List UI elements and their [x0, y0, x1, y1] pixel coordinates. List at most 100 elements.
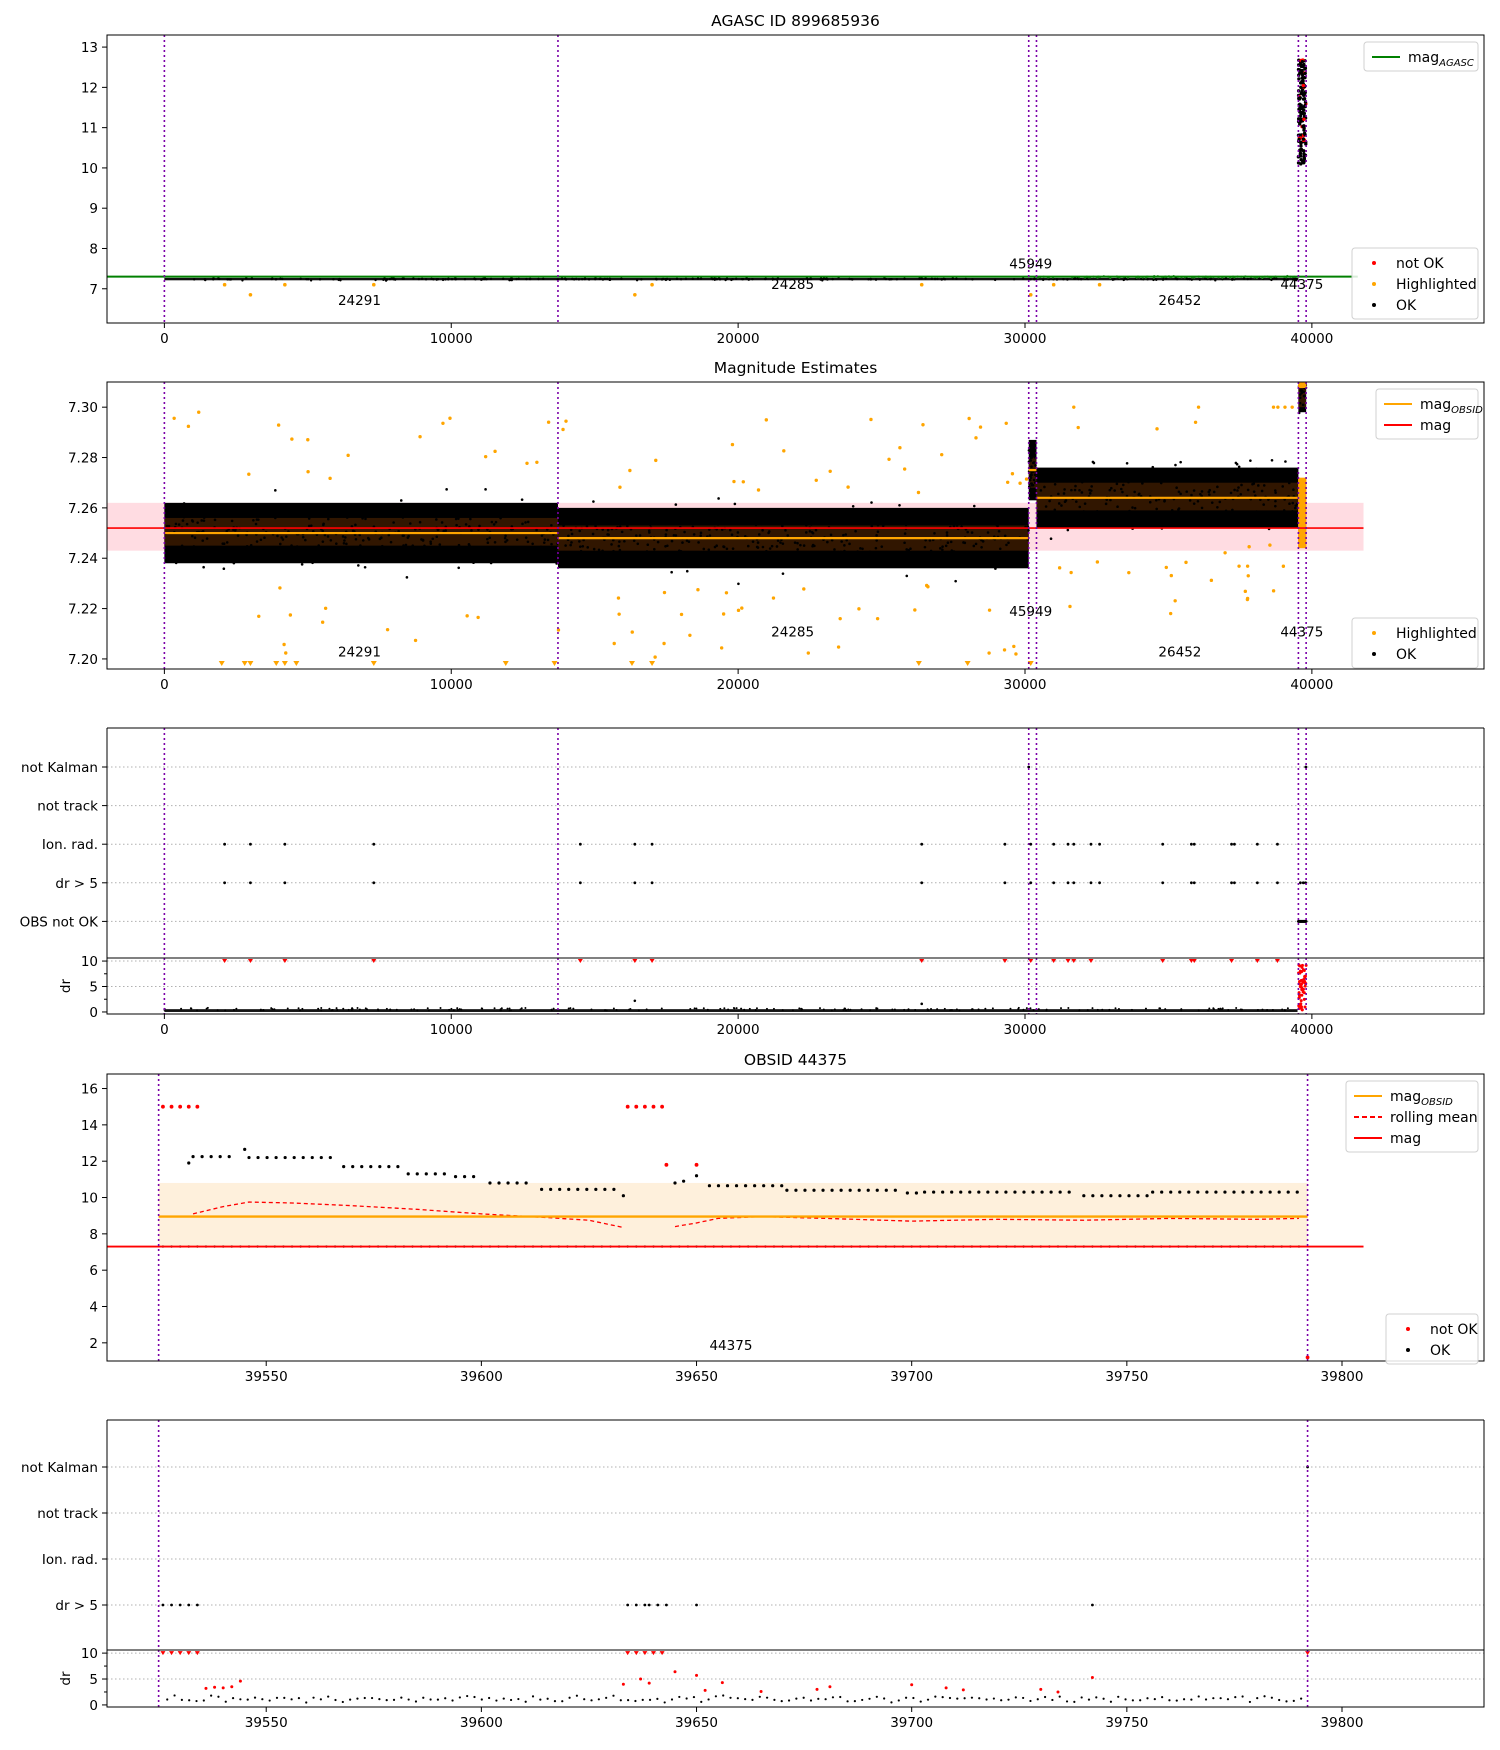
dr-clipped-marker — [632, 959, 638, 964]
ok-point — [716, 1184, 721, 1188]
ok-point — [867, 278, 870, 281]
ok-point — [1253, 494, 1257, 497]
highlighted-clipped-marker — [551, 661, 558, 666]
ok-point — [1057, 502, 1061, 505]
highlighted-point — [1281, 564, 1286, 568]
ok-point — [1192, 489, 1196, 492]
ok-point — [222, 567, 226, 571]
ok-point — [1299, 85, 1303, 89]
ok-point — [535, 528, 538, 532]
ok-point — [530, 553, 533, 556]
ok-point — [1297, 77, 1301, 81]
ok-point — [1302, 97, 1307, 101]
highlighted-point — [248, 293, 253, 297]
ok-point — [1301, 363, 1304, 366]
legend-label: OK — [1396, 298, 1417, 314]
dr-ok-point — [210, 1694, 213, 1697]
dr-ok-point — [735, 1007, 738, 1010]
dr-ok-point — [733, 1007, 736, 1010]
ok-point — [539, 545, 543, 549]
ok-point — [177, 523, 181, 526]
highlighted-clipped-marker — [241, 661, 248, 666]
ok-point — [1060, 504, 1063, 507]
y-tick-label: 11 — [81, 121, 98, 137]
ok-point — [489, 277, 493, 281]
dr-ok-point — [328, 1007, 331, 1010]
ok-point — [505, 557, 508, 560]
dr-ok-point — [860, 1008, 863, 1011]
ok-point — [901, 553, 905, 556]
dr-ok-point — [605, 1696, 608, 1699]
dr-ok-point — [1292, 1699, 1295, 1702]
dr-ok-point — [416, 1009, 419, 1012]
dr-clipped-marker — [1028, 959, 1034, 964]
ok-point — [1299, 389, 1303, 392]
ok-point — [471, 548, 474, 551]
dr-ok-point — [612, 1007, 615, 1010]
ok-point — [241, 279, 244, 282]
dr-clipped-marker — [649, 959, 655, 964]
dr-not-ok-point — [1090, 1675, 1094, 1679]
ok-point — [278, 514, 282, 518]
ok-point — [1066, 278, 1069, 281]
ok-point — [699, 277, 703, 280]
dr-clipped-marker — [1071, 959, 1077, 964]
highlighted-point — [535, 460, 539, 464]
dr-ok-point — [312, 1696, 315, 1699]
ok-point — [1062, 492, 1066, 495]
dr-ok-point — [956, 1697, 959, 1700]
ok-point — [174, 522, 178, 526]
flag-event-point — [1161, 842, 1165, 846]
dr-ok-point — [572, 1007, 575, 1010]
ok-point — [980, 519, 984, 523]
ok-point — [1255, 510, 1259, 513]
ok-point — [640, 278, 643, 281]
dr-ok-point — [692, 1695, 696, 1699]
highlighted-point — [290, 437, 294, 441]
ok-point — [1110, 486, 1113, 490]
ok-point — [329, 511, 333, 515]
dr-ok-point — [1204, 1698, 1208, 1701]
ok-point — [337, 278, 340, 282]
highlighted-point — [1018, 481, 1022, 485]
ok-point — [1239, 492, 1243, 496]
ok-point — [537, 277, 540, 281]
highlighted-point — [782, 449, 786, 453]
flag-event-point — [1161, 881, 1165, 885]
x-tick-label: 10000 — [430, 1022, 473, 1038]
dr-ok-point — [246, 1698, 249, 1701]
dr-ok-point — [1207, 1009, 1210, 1012]
ok-point — [598, 277, 601, 281]
ok-point — [607, 533, 610, 536]
ok-point — [182, 502, 186, 505]
highlighted-point — [1010, 472, 1015, 476]
ok-point — [1291, 278, 1295, 281]
ok-point — [697, 541, 700, 544]
flag-event-point — [1276, 842, 1279, 846]
ok-point — [461, 559, 464, 562]
ok-point — [421, 539, 425, 542]
ok-point — [1121, 490, 1124, 494]
not-ok-point — [186, 1104, 191, 1109]
highlighted-point — [940, 452, 944, 457]
ok-point — [586, 522, 589, 526]
ok-point — [562, 524, 565, 527]
ok-point — [578, 540, 581, 543]
ok-point — [761, 545, 765, 549]
ok-point — [172, 507, 175, 511]
ok-point — [779, 541, 782, 544]
legend-box — [1363, 41, 1479, 72]
ok-point — [865, 518, 868, 521]
ok-point — [423, 544, 426, 548]
ok-point — [831, 277, 834, 281]
y-tick-label: 9 — [89, 201, 98, 217]
dr-ok-point — [1078, 1009, 1081, 1012]
x-tick-label: 40000 — [1290, 331, 1333, 347]
ok-point — [193, 536, 197, 540]
ok-point — [215, 546, 219, 549]
ok-point — [1298, 148, 1303, 152]
ok-point — [1162, 478, 1166, 482]
ok-point — [715, 277, 718, 281]
ok-point — [905, 1191, 909, 1195]
ok-point — [229, 278, 233, 281]
